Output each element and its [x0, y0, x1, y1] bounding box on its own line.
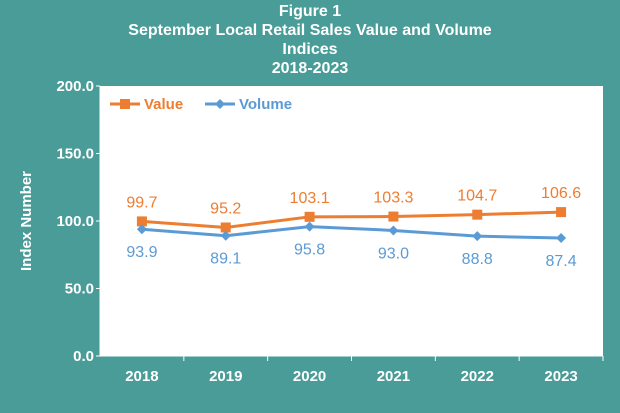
x-tick-label: 2019 [209, 368, 242, 385]
y-tick-label: 50.0 [65, 281, 94, 298]
x-tick-label: 2021 [377, 368, 410, 385]
data-point-volume [304, 221, 315, 232]
data-point-volume [136, 224, 147, 235]
x-tick-label: 2020 [293, 368, 326, 385]
data-label-volume: 88.8 [462, 251, 493, 268]
title-line-2: September Local Retail Sales Value and V… [128, 22, 492, 39]
y-tick-label: 100.0 [56, 213, 94, 230]
x-tick-label: 2023 [544, 368, 577, 385]
title-line-4: 2018-2023 [271, 60, 349, 77]
series-line-value [141, 210, 562, 229]
series-line-volume [141, 225, 562, 240]
data-point-value [136, 216, 147, 227]
legend-label-value: Value [144, 96, 183, 113]
plot-area [100, 86, 603, 356]
data-label-value: 99.7 [126, 194, 157, 211]
data-label-volume: 93.9 [126, 244, 157, 261]
y-tick-label: 150.0 [56, 146, 94, 163]
data-point-volume [556, 233, 567, 244]
legend-marker-volume [215, 99, 225, 109]
data-label-value: 103.3 [373, 190, 413, 207]
title-line-1: Figure 1 [278, 3, 342, 20]
data-point-volume [472, 231, 483, 242]
data-label-volume: 87.4 [546, 253, 577, 270]
data-label-value: 95.2 [210, 200, 241, 217]
data-point-value [388, 211, 399, 222]
data-point-value [556, 207, 567, 218]
data-label-volume: 89.1 [210, 251, 241, 268]
data-point-value [304, 211, 315, 222]
data-label-volume: 95.8 [294, 242, 325, 259]
data-point-volume [220, 230, 231, 241]
title-line-3: Indices [282, 41, 338, 58]
chart-title: Figure 1 September Local Retail Sales Va… [0, 2, 620, 78]
x-tick-label: 2022 [461, 368, 494, 385]
x-tick-label: 2018 [125, 368, 158, 385]
y-tick-label: 200.0 [56, 78, 94, 95]
data-point-value [220, 222, 231, 233]
data-label-volume: 93.0 [378, 245, 409, 262]
data-label-value: 104.7 [457, 188, 497, 205]
legend-marker-value [120, 99, 130, 109]
data-label-value: 103.1 [290, 190, 330, 207]
legend-label-volume: Volume [239, 96, 292, 113]
data-label-value: 106.6 [541, 185, 581, 202]
data-point-value [472, 209, 483, 220]
y-axis-label: Index Number [18, 171, 35, 271]
data-point-volume [388, 225, 399, 236]
y-tick-label: 0.0 [73, 348, 94, 365]
